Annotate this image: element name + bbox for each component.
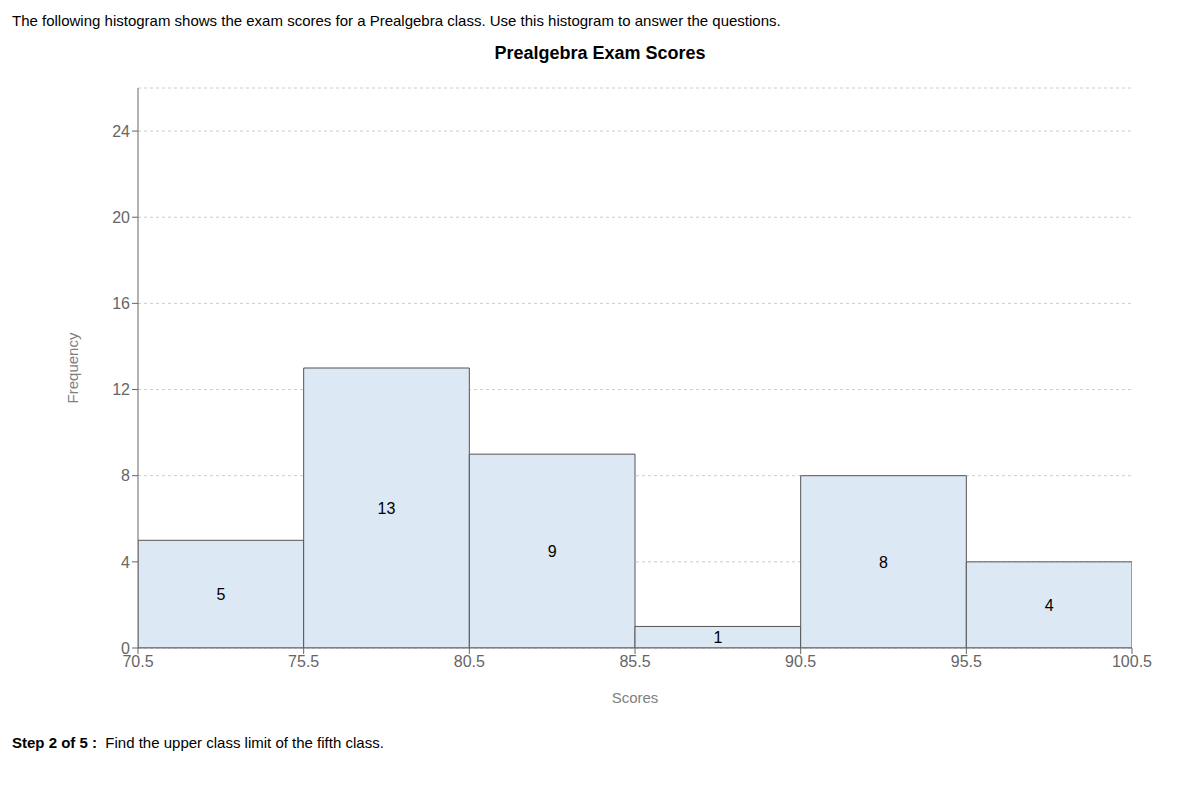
svg-text:95.5: 95.5 (951, 653, 982, 670)
svg-text:1: 1 (713, 629, 722, 646)
svg-text:9: 9 (548, 543, 557, 560)
svg-text:4: 4 (121, 554, 130, 571)
html-text:Step 2 of 5 : Find the upper c: Step 2 of 5 : Find the upper class limit… (12, 734, 384, 751)
html-text:Prealgebra Exam Scores: Prealgebra Exam Scores (494, 43, 706, 63)
svg-text:100.5: 100.5 (1112, 653, 1152, 670)
svg-text:5: 5 (216, 586, 225, 603)
svg-text:24: 24 (112, 123, 130, 140)
svg-text:12: 12 (112, 381, 130, 398)
svg-text:0: 0 (121, 640, 130, 657)
svg-text:8: 8 (879, 554, 888, 571)
svg-text:90.5: 90.5 (785, 653, 816, 670)
svg-text:13: 13 (378, 500, 396, 517)
svg-text:Frequency: Frequency (64, 332, 81, 403)
svg-text:Scores: Scores (612, 689, 659, 706)
svg-text:8: 8 (121, 467, 130, 484)
svg-text:16: 16 (112, 295, 130, 312)
svg-text:75.5: 75.5 (288, 653, 319, 670)
svg-text:85.5: 85.5 (619, 653, 650, 670)
html-text:The following histogram shows: The following histogram shows the exam s… (12, 12, 781, 29)
svg-text:20: 20 (112, 209, 130, 226)
svg-text:80.5: 80.5 (454, 653, 485, 670)
svg-text:4: 4 (1045, 597, 1054, 614)
svg-text:70.5: 70.5 (122, 653, 154, 671)
